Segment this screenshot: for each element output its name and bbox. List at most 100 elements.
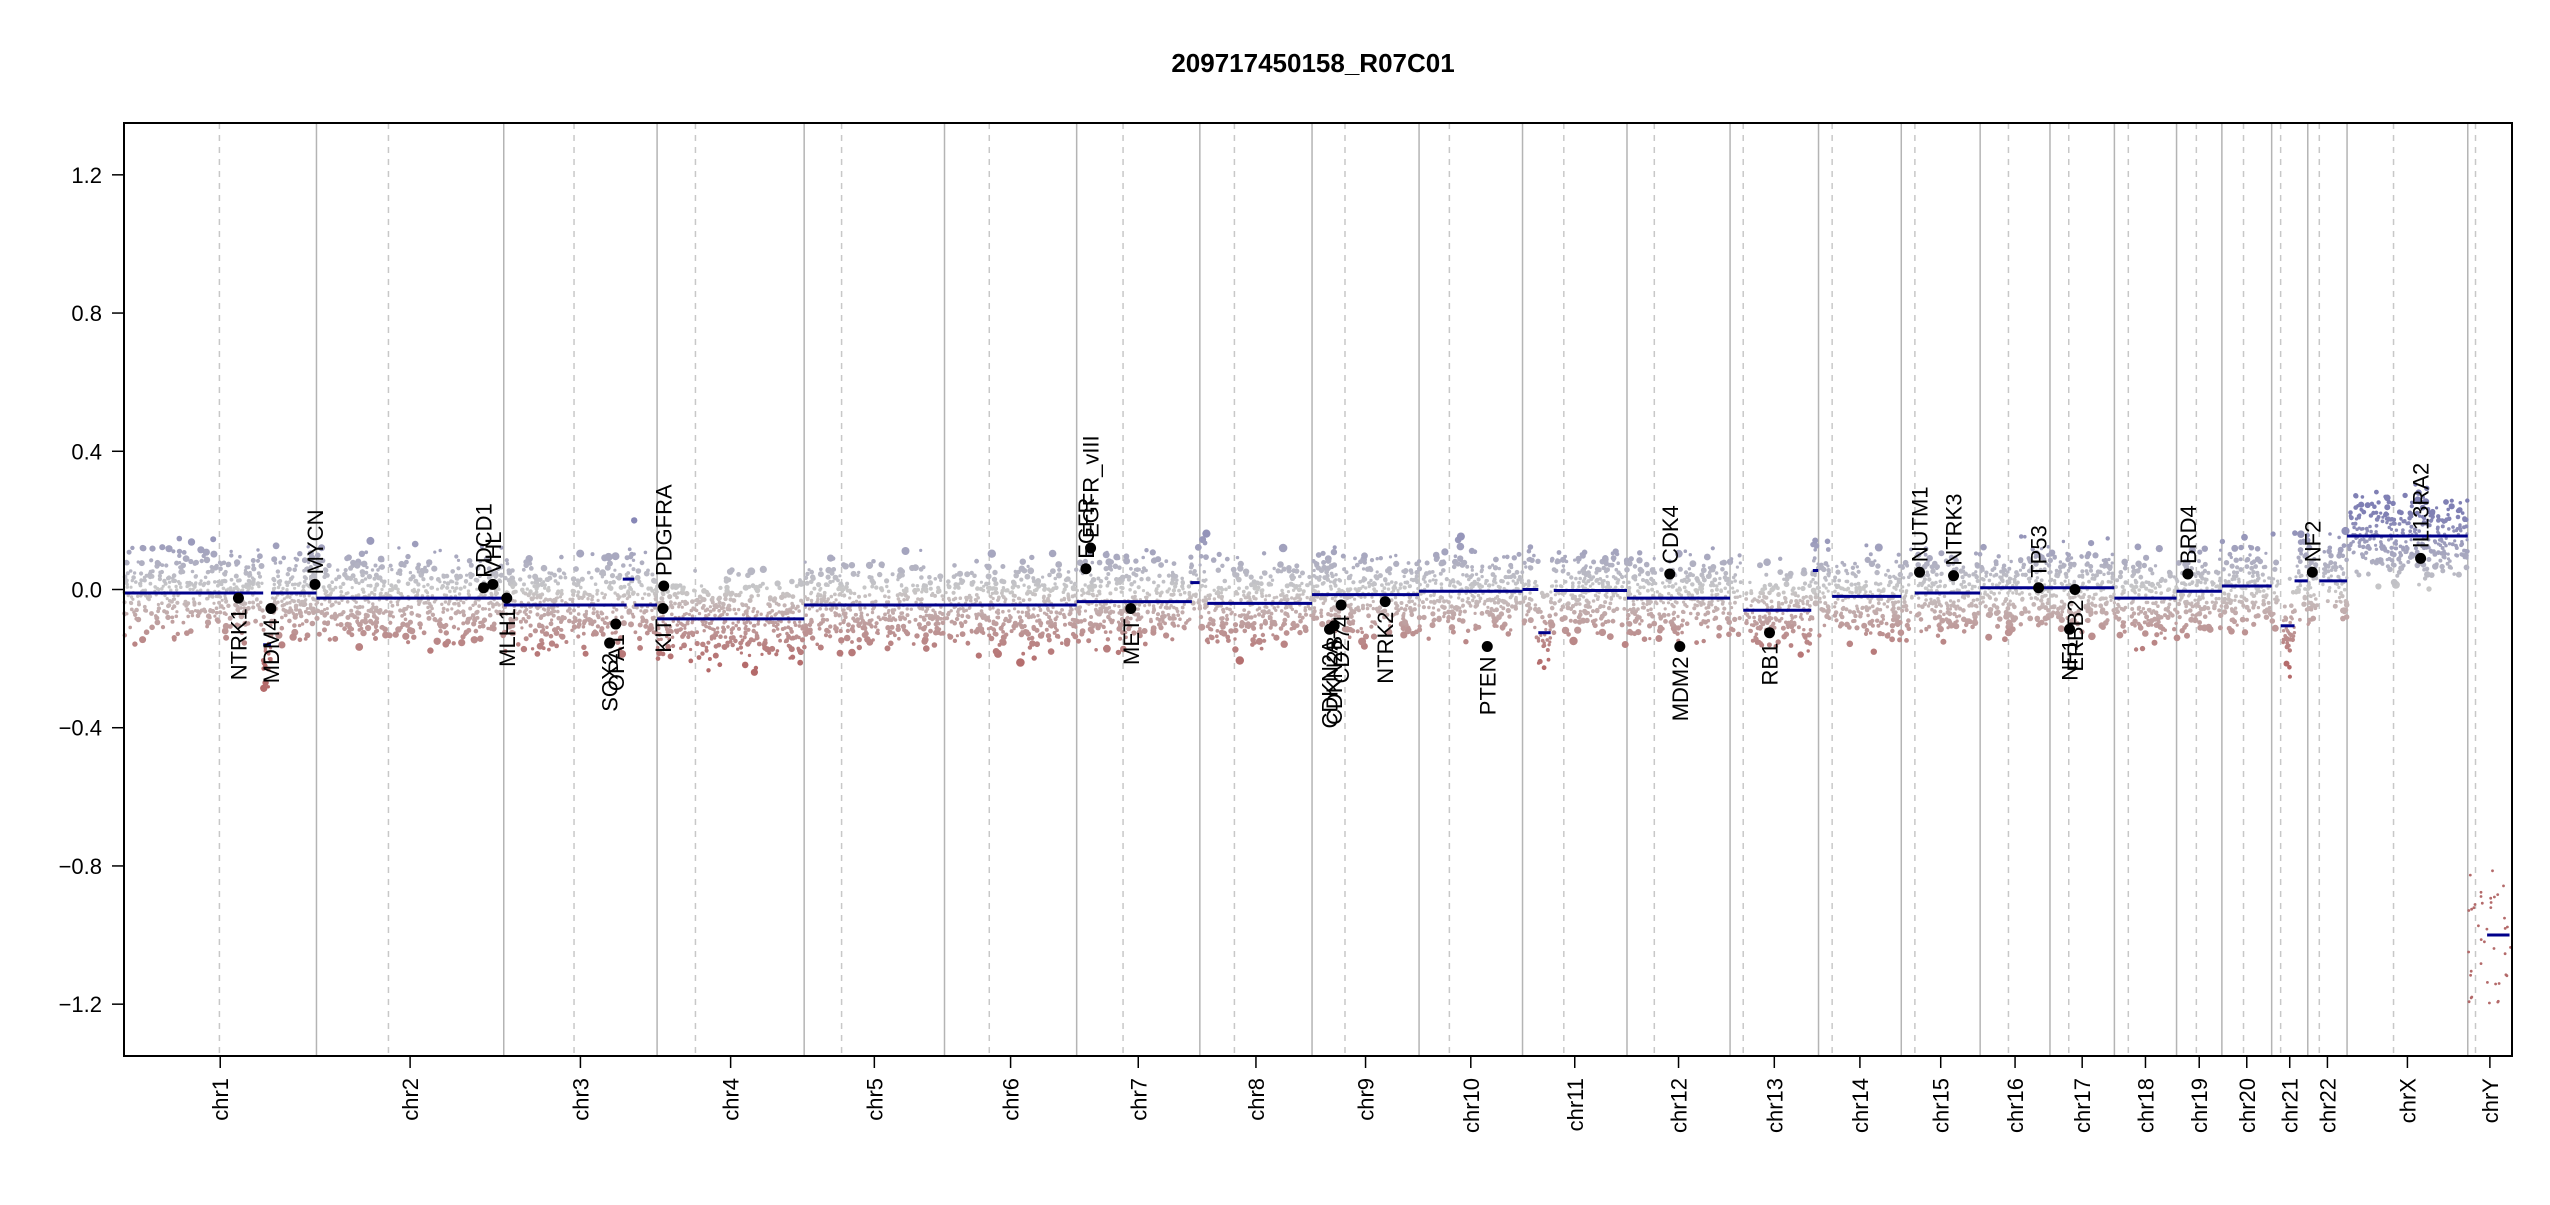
chart-title: 209717450158_R07C01 bbox=[1171, 48, 1454, 78]
probe-point bbox=[724, 635, 728, 639]
probe-point bbox=[1049, 618, 1053, 622]
probe-point bbox=[354, 562, 360, 568]
probe-point bbox=[1220, 564, 1224, 568]
probe-point bbox=[749, 621, 752, 624]
probe-point bbox=[1233, 637, 1236, 640]
probe-point bbox=[790, 605, 794, 609]
probe-point bbox=[224, 599, 228, 603]
probe-point bbox=[1713, 617, 1717, 621]
probe-point bbox=[1057, 635, 1061, 639]
probe-point bbox=[206, 589, 209, 592]
probe-point bbox=[1332, 562, 1338, 568]
probe-point bbox=[628, 554, 633, 559]
probe-point bbox=[1477, 585, 1480, 588]
probe-point bbox=[1095, 594, 1098, 597]
probe-point bbox=[282, 556, 287, 561]
probe-point bbox=[742, 613, 745, 616]
probe-point bbox=[1146, 592, 1150, 596]
probe-point bbox=[636, 593, 639, 596]
probe-point bbox=[1304, 613, 1308, 617]
probe-point bbox=[1210, 628, 1214, 632]
probe-point bbox=[128, 626, 132, 630]
probe-point bbox=[1080, 588, 1084, 592]
probe-point bbox=[941, 621, 946, 626]
probe-point bbox=[1506, 631, 1512, 637]
probe-point bbox=[215, 564, 219, 568]
probe-point bbox=[317, 632, 322, 637]
probe-point bbox=[1252, 584, 1257, 589]
probe-point bbox=[1409, 568, 1414, 573]
probe-point bbox=[683, 643, 687, 647]
probe-point bbox=[475, 578, 480, 583]
probe-point bbox=[621, 620, 627, 626]
probe-point bbox=[564, 640, 568, 644]
probe-point bbox=[1599, 629, 1606, 636]
probe-point bbox=[1725, 616, 1730, 621]
probe-point bbox=[1541, 644, 1545, 648]
probe-point bbox=[387, 632, 393, 638]
probe-point bbox=[870, 585, 874, 589]
probe-point bbox=[1594, 579, 1598, 583]
probe-point bbox=[988, 607, 991, 610]
probe-point bbox=[585, 610, 588, 613]
probe-point bbox=[1229, 612, 1232, 615]
probe-point bbox=[1574, 577, 1578, 581]
probe-point bbox=[1283, 598, 1287, 602]
probe-point bbox=[718, 586, 722, 590]
probe-point bbox=[1471, 599, 1475, 603]
probe-point bbox=[218, 561, 222, 565]
probe-point bbox=[919, 567, 924, 572]
probe-point bbox=[311, 611, 315, 615]
probe-point bbox=[157, 606, 161, 610]
probe-point bbox=[1208, 597, 1211, 600]
probe-point bbox=[1360, 627, 1363, 630]
probe-point bbox=[1227, 585, 1231, 589]
probe-point bbox=[835, 598, 838, 601]
probe-point bbox=[1305, 583, 1309, 587]
probe-point bbox=[238, 555, 242, 559]
probe-point bbox=[381, 559, 384, 562]
probe-point bbox=[825, 607, 829, 611]
probe-point bbox=[1104, 630, 1108, 634]
probe-point bbox=[636, 568, 642, 574]
probe-point bbox=[841, 562, 846, 567]
probe-point bbox=[762, 645, 768, 651]
probe-point bbox=[157, 588, 160, 591]
probe-point bbox=[1622, 581, 1625, 584]
probe-point bbox=[1188, 555, 1193, 560]
probe-point bbox=[744, 610, 748, 614]
probe-point bbox=[1600, 614, 1605, 619]
probe-point bbox=[783, 626, 787, 630]
probe-point bbox=[427, 647, 433, 653]
probe-point bbox=[1249, 575, 1254, 580]
probe-point bbox=[1155, 591, 1159, 595]
probe-point bbox=[1358, 638, 1366, 646]
probe-point bbox=[389, 600, 392, 603]
probe-point bbox=[417, 600, 420, 603]
probe-point bbox=[544, 597, 548, 601]
probe-point bbox=[282, 608, 286, 612]
probe-point bbox=[1287, 590, 1290, 593]
probe-point bbox=[859, 607, 862, 610]
probe-point bbox=[887, 596, 890, 599]
probe-point bbox=[1544, 628, 1547, 631]
probe-point bbox=[631, 591, 636, 596]
probe-point bbox=[1410, 631, 1416, 637]
probe-point bbox=[1133, 613, 1137, 617]
probe-point bbox=[838, 593, 841, 596]
probe-point bbox=[1233, 622, 1238, 627]
probe-point bbox=[1313, 609, 1317, 613]
probe-point bbox=[484, 607, 487, 610]
probe-point bbox=[955, 573, 959, 577]
probe-point bbox=[1559, 584, 1563, 588]
probe-point bbox=[1053, 631, 1057, 635]
probe-point bbox=[522, 617, 526, 621]
probe-point bbox=[1193, 569, 1197, 573]
probe-point bbox=[643, 624, 648, 629]
probe-point bbox=[1689, 553, 1692, 556]
probe-point bbox=[1026, 606, 1029, 609]
probe-point bbox=[734, 612, 737, 615]
probe-point bbox=[1290, 622, 1295, 627]
probe-point bbox=[1716, 593, 1719, 596]
probe-point bbox=[1106, 607, 1110, 611]
